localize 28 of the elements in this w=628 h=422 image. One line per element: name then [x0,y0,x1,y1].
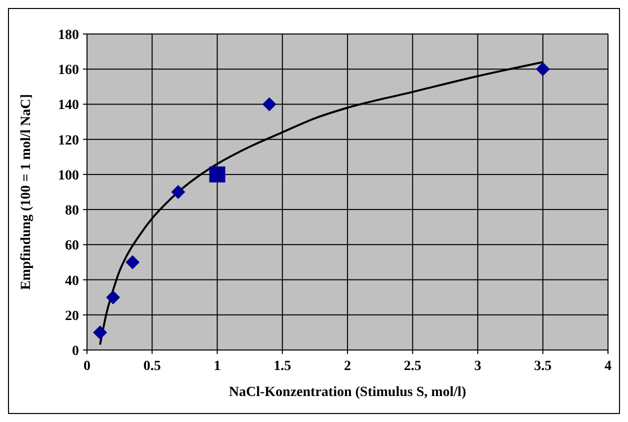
y-tick-label: 140 [58,98,79,114]
x-tick-label: 3 [474,359,482,374]
x-tick-label: 1.5 [274,359,292,374]
x-tick-label: 4 [604,359,612,374]
point [126,255,140,270]
point [171,185,186,199]
y-tick-label: 120 [58,133,79,148]
x-tick-label: 0.5 [143,359,161,374]
x-tick-label: 1 [214,359,221,374]
point [536,62,550,76]
point [209,166,226,182]
point [106,290,120,304]
y-tick-label: 180 [58,28,79,43]
point [93,325,108,340]
y-tick-label: 0 [72,344,79,359]
x-tick-label: 3.5 [534,359,552,374]
x-tick-label: 2.5 [404,359,422,374]
y-axis-title: Empfindung (100 = 1 mol/l NaC] [19,94,34,290]
y-tick-label: 160 [58,63,79,78]
y-tick-label: 40 [65,274,79,289]
y-tick-label: 100 [58,168,79,184]
point [262,97,276,112]
x-tick-label: 2 [344,359,351,374]
x-tick-label: 0 [84,359,90,374]
y-tick-label: 20 [65,308,79,324]
y-tick-label: 60 [65,238,79,254]
y-tick-label: 80 [65,204,79,219]
x-axis-title: NaCl-Konzentration (Stimulus S, mol/l) [228,385,466,400]
